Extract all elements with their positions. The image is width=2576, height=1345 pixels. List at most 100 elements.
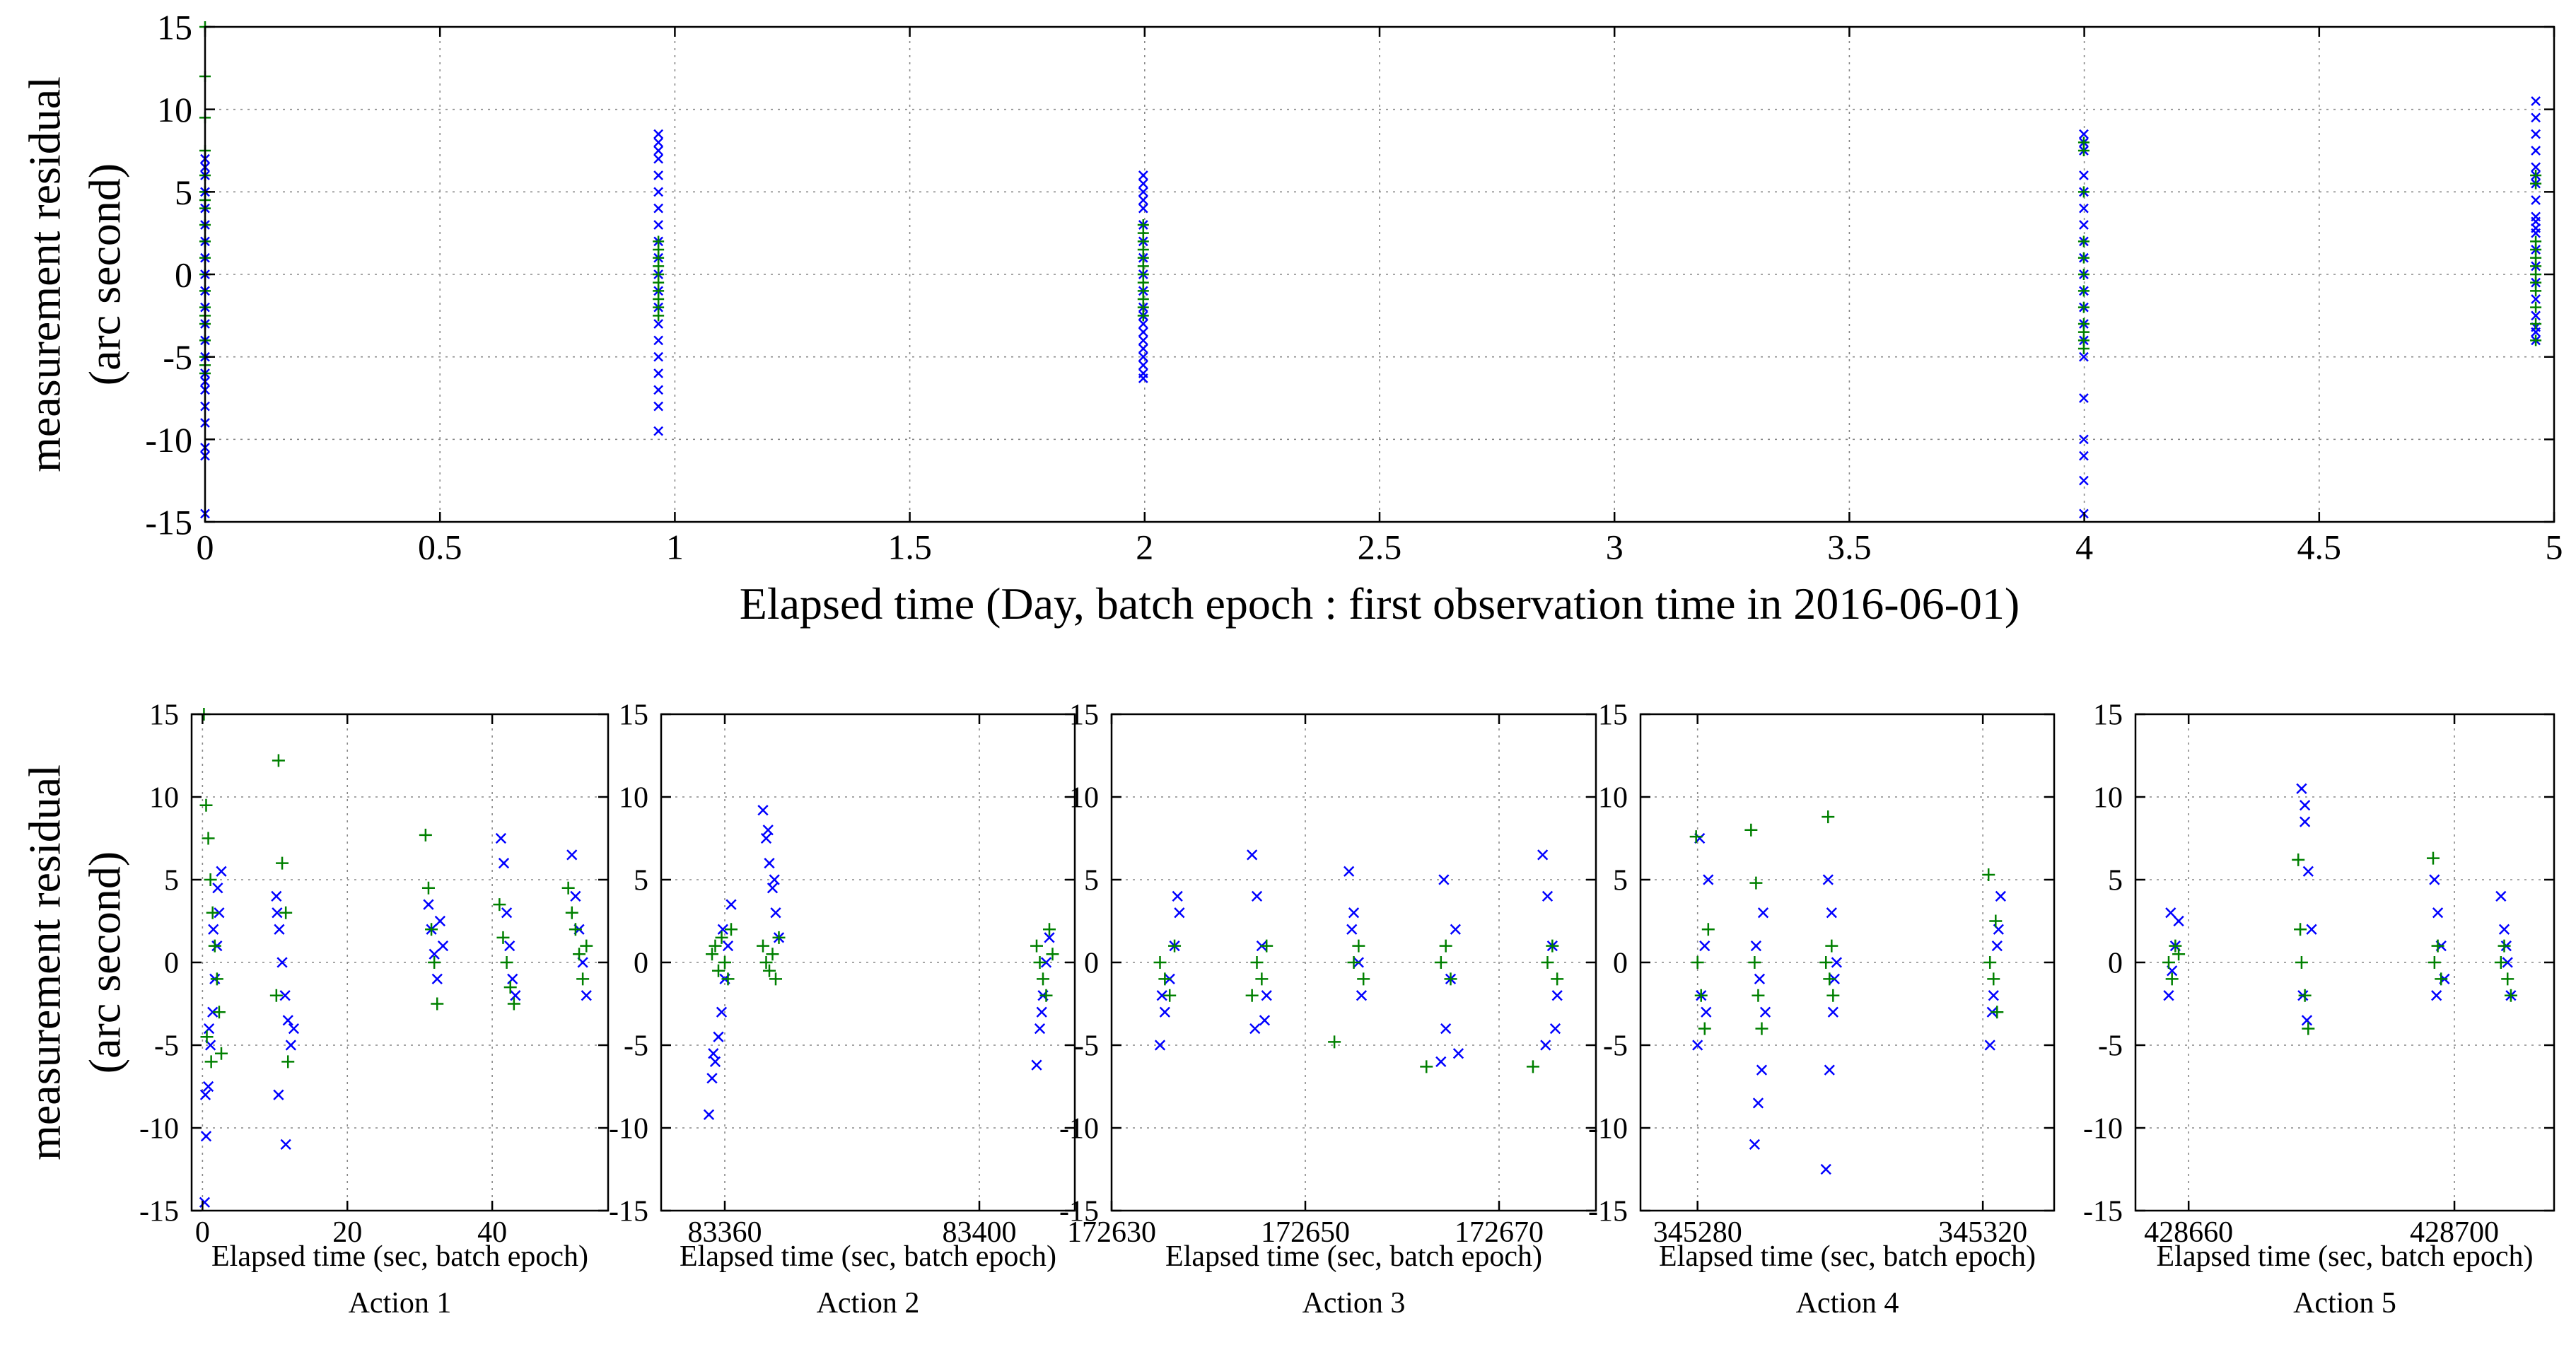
x-tick-label: 0 [197, 528, 214, 567]
x-point [1984, 1040, 1995, 1051]
plus-point [1752, 989, 1765, 1002]
plus-point [1551, 972, 1564, 986]
y-tick-label: -5 [154, 1030, 179, 1063]
plus-point [1694, 989, 1708, 1002]
plus-point [2302, 1022, 2315, 1035]
y-tick-label: -10 [609, 1113, 648, 1146]
x-point [1034, 1023, 1046, 1035]
plus-point [1748, 956, 1761, 969]
chart-caption: Action 1 [349, 1287, 452, 1320]
x-point [1551, 990, 1563, 1001]
plus-point [2292, 853, 2305, 866]
x-point [2498, 924, 2510, 935]
plus-point [763, 964, 776, 977]
x-point [1822, 874, 1834, 885]
plus-point [281, 1055, 295, 1069]
y-tick-label: 10 [619, 782, 648, 815]
x-point [2079, 475, 2089, 486]
plus-point [1168, 939, 1182, 953]
plus-point [759, 956, 773, 969]
y-tick-label: 15 [619, 699, 648, 732]
y-tick-label: 10 [149, 782, 179, 815]
x-point [1752, 1097, 1764, 1109]
plus-point [573, 948, 586, 961]
x-point [1156, 990, 1167, 1001]
x-point [1138, 319, 1148, 329]
x-tick-label: 4.5 [2297, 528, 2342, 567]
x-point [504, 940, 515, 952]
plus-point [2530, 177, 2542, 190]
plus-point [1991, 1006, 2004, 1019]
x-point [716, 1006, 728, 1018]
x-point [1138, 187, 1148, 197]
x-point [1991, 940, 2003, 952]
x-point [1824, 1064, 1835, 1076]
x-tick-label: 4 [2075, 528, 2093, 567]
x-tick-label: 345320 [1938, 1216, 2027, 1249]
plus-point [569, 923, 582, 936]
x-point [274, 924, 285, 935]
chart-action3: 172630 172650 172670 -15 -10 -5 0 5 10 15 Elapsed … [1059, 699, 1597, 1320]
y-tick-label: 15 [2093, 699, 2123, 732]
plus-point [2077, 301, 2090, 313]
plus-point [2077, 235, 2090, 248]
plus-point [757, 939, 769, 953]
x-tick-label: 5 [2546, 528, 2563, 567]
x-point [653, 385, 664, 395]
plus-point [210, 972, 223, 986]
plus-point [1541, 956, 1554, 969]
plus-point [1982, 868, 1995, 881]
plus-point [769, 972, 782, 986]
y-tick-label: 5 [634, 865, 648, 897]
chart-caption: Action 4 [1796, 1287, 1899, 1320]
x-tick-label: 2.5 [1358, 528, 1402, 567]
series-plus-markers [199, 21, 2542, 379]
plus-point [1987, 972, 2000, 986]
x-point [1540, 1040, 1551, 1051]
x-point [1251, 890, 1263, 902]
x-point [760, 832, 772, 844]
x-point [1138, 351, 1148, 362]
x-tick-label: 3.5 [1827, 528, 1872, 567]
plus-point [1444, 972, 1457, 986]
x-point [653, 187, 664, 197]
x-point [276, 957, 288, 968]
x-point [767, 883, 779, 894]
x-point [2432, 907, 2444, 919]
x-point [1692, 1040, 1703, 1051]
plus-point [1420, 1060, 1433, 1073]
x-point [501, 907, 513, 919]
y-tick-label: 0 [1613, 948, 1628, 980]
x-tick-label: 2 [1136, 528, 1153, 567]
y-tick-label: -15 [1059, 1196, 1099, 1228]
plus-point [421, 881, 435, 895]
plus-point [276, 856, 289, 870]
plus-point [2530, 334, 2542, 347]
y-axis-label: (arc second) [80, 851, 130, 1073]
x-point [722, 940, 734, 952]
plus-point [1546, 939, 1559, 953]
x-point [1249, 1023, 1261, 1035]
plus-point [279, 906, 293, 919]
x-point [208, 924, 219, 935]
y-tick-label: -10 [1059, 1113, 1099, 1146]
x-point [570, 890, 581, 902]
y-tick-label: -15 [1588, 1196, 1628, 1228]
x-point [1537, 849, 1549, 861]
plus-point [772, 931, 786, 944]
x-point [1344, 866, 1355, 877]
x-point [653, 203, 664, 214]
plus-point [706, 948, 718, 961]
y-tick-label: 5 [1613, 865, 1628, 897]
y-tick-label: -10 [139, 1113, 179, 1146]
x-point [1044, 932, 1055, 943]
x-axis-label: Elapsed time (sec, batch epoch) [1659, 1240, 2036, 1273]
y-tick-label: -15 [145, 503, 192, 542]
plus-point [269, 989, 283, 1002]
x-point [431, 973, 443, 985]
plus-point [2428, 956, 2441, 969]
x-point [1831, 957, 1843, 968]
x-point [725, 899, 737, 910]
x-point [709, 1056, 721, 1068]
x-point [2531, 223, 2541, 233]
